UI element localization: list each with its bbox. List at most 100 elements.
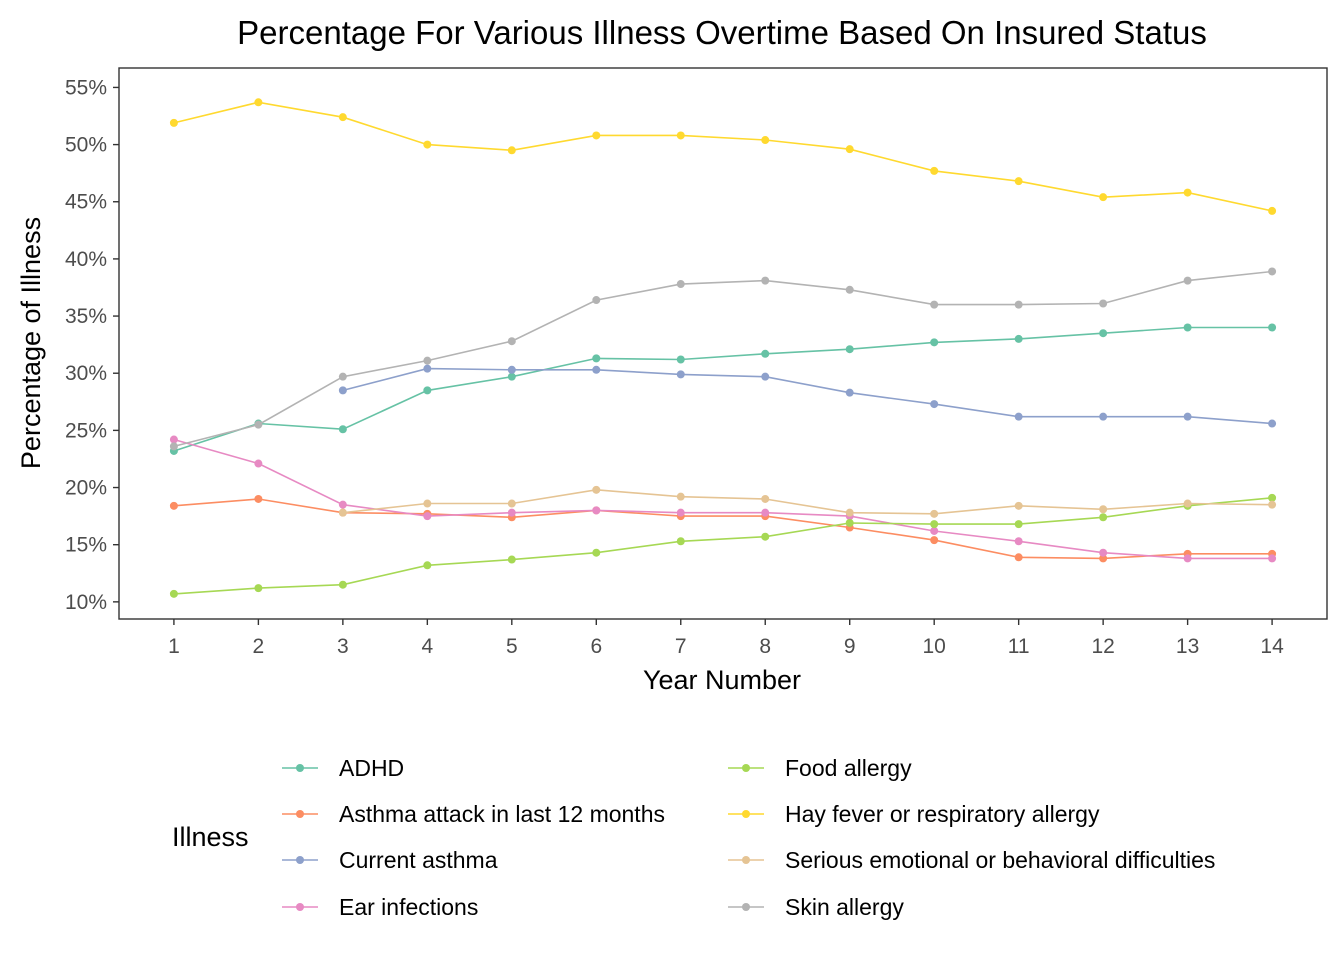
legend-label: Food allergy bbox=[785, 755, 912, 781]
y-axis-title: Percentage of Illness bbox=[16, 217, 46, 469]
data-point bbox=[845, 518, 854, 527]
legend-key-point bbox=[742, 903, 750, 911]
data-point bbox=[761, 508, 770, 517]
x-tick-label: 4 bbox=[421, 635, 433, 658]
data-point bbox=[1099, 412, 1108, 421]
x-tick-label: 12 bbox=[1091, 635, 1114, 658]
data-point bbox=[1183, 499, 1192, 508]
legend-item: Skin allergy bbox=[728, 894, 904, 920]
data-point bbox=[761, 494, 770, 503]
legend-key-point bbox=[296, 764, 304, 772]
data-point bbox=[1099, 548, 1108, 557]
x-axis: 1 2 3 4 5 6 7 8 9 10 11 12 13 14 bbox=[168, 619, 1284, 658]
x-tick-label: 14 bbox=[1260, 635, 1284, 658]
data-point bbox=[507, 499, 516, 508]
x-tick-label: 5 bbox=[506, 635, 518, 658]
y-tick-label: 55% bbox=[65, 76, 107, 99]
data-point bbox=[1099, 554, 1108, 563]
data-point bbox=[676, 492, 685, 501]
data-point bbox=[507, 555, 516, 564]
data-point bbox=[254, 494, 263, 503]
data-point bbox=[423, 364, 432, 373]
series-line bbox=[173, 497, 1273, 595]
data-point bbox=[423, 140, 432, 149]
series-line bbox=[173, 498, 1273, 560]
data-point bbox=[507, 508, 516, 517]
series-layer bbox=[169, 98, 1277, 598]
data-point bbox=[845, 508, 854, 517]
data-point bbox=[1268, 267, 1277, 276]
data-point bbox=[676, 537, 685, 546]
data-point bbox=[169, 501, 178, 510]
legend: ADHD Asthma attack in last 12 months Curre… bbox=[282, 755, 1215, 920]
data-point bbox=[254, 98, 263, 107]
series-ear-infections bbox=[169, 435, 1277, 563]
x-tick-label: 2 bbox=[253, 635, 265, 658]
data-point bbox=[930, 338, 939, 347]
series-line bbox=[342, 488, 1273, 515]
data-point bbox=[423, 386, 432, 395]
x-tick-label: 11 bbox=[1008, 635, 1030, 658]
data-point bbox=[423, 561, 432, 570]
series-serious-emotional-or-behavioral-difficulties bbox=[338, 485, 1277, 518]
legend-key-point bbox=[296, 810, 304, 818]
data-point bbox=[1014, 520, 1023, 529]
data-point bbox=[1099, 299, 1108, 308]
y-tick-label: 30% bbox=[65, 362, 107, 385]
data-point bbox=[676, 131, 685, 140]
data-point bbox=[1099, 193, 1108, 202]
data-point bbox=[1268, 554, 1277, 563]
data-point bbox=[592, 548, 601, 557]
data-point bbox=[930, 520, 939, 529]
data-point bbox=[338, 372, 347, 381]
data-point bbox=[930, 166, 939, 175]
data-point bbox=[930, 536, 939, 545]
y-tick-label: 50% bbox=[65, 134, 107, 157]
data-point bbox=[592, 365, 601, 374]
x-tick-label: 7 bbox=[675, 635, 687, 658]
legend-label: Current asthma bbox=[339, 847, 498, 873]
y-tick-label: 25% bbox=[65, 419, 107, 442]
x-tick-label: 3 bbox=[337, 635, 349, 658]
data-point bbox=[930, 300, 939, 309]
series-line bbox=[173, 270, 1273, 448]
data-point bbox=[676, 280, 685, 289]
y-axis: 10% 15% 20% 25% 30% 35% 40% 45% 50% 55% bbox=[65, 76, 119, 614]
data-point bbox=[592, 506, 601, 515]
data-point bbox=[423, 512, 432, 521]
x-tick-label: 10 bbox=[923, 635, 946, 658]
data-point bbox=[1014, 300, 1023, 309]
data-point bbox=[1014, 177, 1023, 186]
data-point bbox=[676, 370, 685, 379]
data-point bbox=[1014, 501, 1023, 510]
series-line bbox=[342, 367, 1273, 425]
x-tick-label: 1 bbox=[168, 635, 180, 658]
series-adhd bbox=[169, 323, 1277, 455]
data-point bbox=[1014, 537, 1023, 546]
data-point bbox=[338, 113, 347, 122]
data-point bbox=[169, 442, 178, 451]
data-point bbox=[1268, 206, 1277, 215]
data-point bbox=[845, 145, 854, 154]
legend-item: Current asthma bbox=[282, 847, 498, 873]
x-tick-label: 6 bbox=[590, 635, 602, 658]
data-point bbox=[676, 508, 685, 517]
legend-item: Hay fever or respiratory allergy bbox=[728, 801, 1100, 827]
data-point bbox=[845, 345, 854, 354]
y-tick-label: 10% bbox=[65, 591, 107, 614]
y-tick-label: 45% bbox=[65, 191, 107, 214]
data-point bbox=[1183, 323, 1192, 332]
legend-label: Asthma attack in last 12 months bbox=[339, 801, 665, 827]
series-skin-allergy bbox=[169, 267, 1277, 451]
legend-label: Ear infections bbox=[339, 894, 478, 920]
legend-label: Hay fever or respiratory allergy bbox=[785, 801, 1100, 827]
data-point bbox=[338, 508, 347, 517]
y-tick-label: 35% bbox=[65, 305, 107, 328]
data-point bbox=[930, 400, 939, 409]
y-tick-label: 20% bbox=[65, 477, 107, 500]
legend-key-point bbox=[742, 810, 750, 818]
data-point bbox=[1183, 554, 1192, 563]
data-point bbox=[592, 296, 601, 305]
legend-label: Skin allergy bbox=[785, 894, 904, 920]
